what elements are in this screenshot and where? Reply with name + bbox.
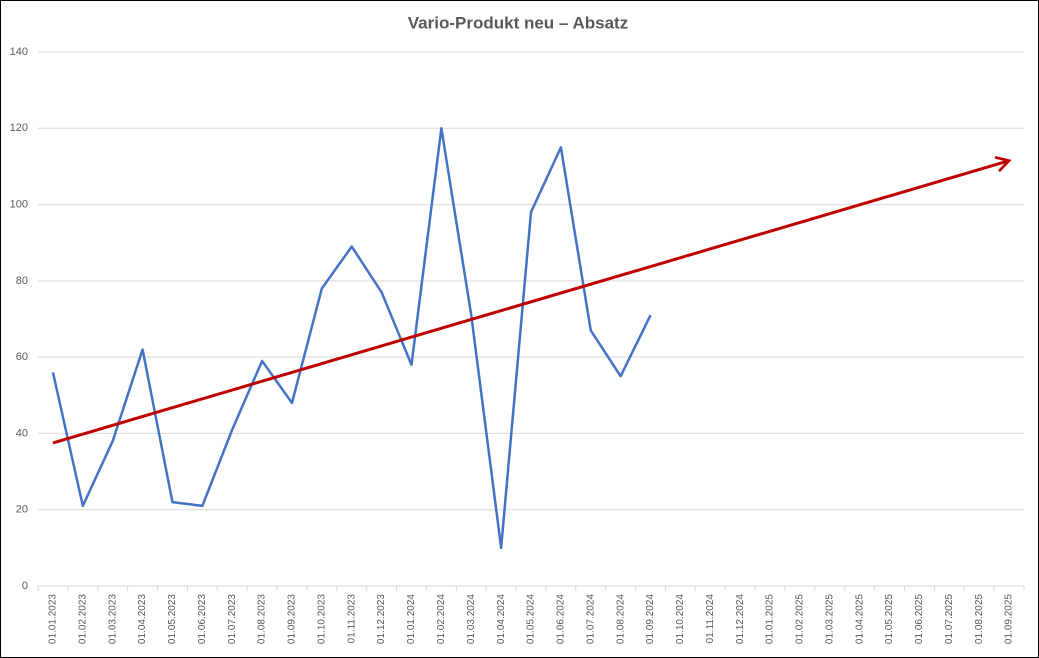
x-tick-label: 01.12.2024 xyxy=(735,594,746,644)
y-tick-label: 120 xyxy=(10,122,28,134)
x-tick-label: 01.07.2024 xyxy=(585,594,596,644)
x-tick-label: 01.01.2023 xyxy=(48,594,59,644)
x-tick-label: 01.03.2025 xyxy=(824,594,835,644)
x-tick-label: 01.09.2024 xyxy=(645,594,656,644)
x-tick-label: 01.02.2024 xyxy=(436,594,447,644)
x-tick-label: 01.05.2024 xyxy=(526,594,537,644)
y-tick-label: 60 xyxy=(16,351,28,363)
trend-arrow xyxy=(52,156,1012,445)
x-tick-label: 01.08.2024 xyxy=(615,594,626,644)
x-tick-label: 01.06.2023 xyxy=(197,594,208,644)
y-tick-label: 0 xyxy=(22,580,28,592)
line-series xyxy=(51,127,652,550)
x-tick-label: 01.11.2024 xyxy=(705,594,716,644)
x-tick-label: 01.03.2024 xyxy=(466,594,477,644)
x-tick-label: 01.05.2025 xyxy=(884,594,895,644)
chart-title: Vario-Produkt neu – Absatz xyxy=(408,13,628,32)
x-tick-label: 01.08.2023 xyxy=(257,594,268,644)
x-tick-label: 01.02.2023 xyxy=(77,594,88,644)
x-tick-label: 01.02.2025 xyxy=(795,594,806,644)
x-tick-label: 01.10.2024 xyxy=(675,594,686,644)
y-tick-label: 100 xyxy=(10,198,28,210)
y-tick-label: 40 xyxy=(16,427,28,439)
x-tick-label: 01.08.2025 xyxy=(974,594,985,644)
x-tick-label: 01.04.2025 xyxy=(854,594,865,644)
x-tick-label: 01.04.2023 xyxy=(137,594,148,644)
x-tick-label: 01.09.2023 xyxy=(287,594,298,644)
x-tick-label: 01.04.2024 xyxy=(496,594,507,644)
x-tick-label: 01.06.2025 xyxy=(914,594,925,644)
x-tick-label: 01.01.2025 xyxy=(765,594,776,644)
y-tick-label: 20 xyxy=(16,504,28,516)
x-tick-label: 01.12.2023 xyxy=(376,594,387,644)
x-tick-label: 01.06.2024 xyxy=(556,594,567,644)
x-tick-label: 01.11.2023 xyxy=(346,594,357,644)
x-tick-label: 01.01.2024 xyxy=(406,594,417,644)
x-tick-label: 01.10.2023 xyxy=(316,594,327,644)
x-tick-label: 01.07.2023 xyxy=(227,594,238,644)
x-tick-label: 01.03.2023 xyxy=(107,594,118,644)
y-tick-label: 140 xyxy=(10,46,28,58)
y-tick-label: 80 xyxy=(16,275,28,287)
x-tick-label: 01.07.2025 xyxy=(944,594,955,644)
x-tick-label: 01.05.2023 xyxy=(167,594,178,644)
x-tick-label: 01.09.2025 xyxy=(1004,594,1015,644)
